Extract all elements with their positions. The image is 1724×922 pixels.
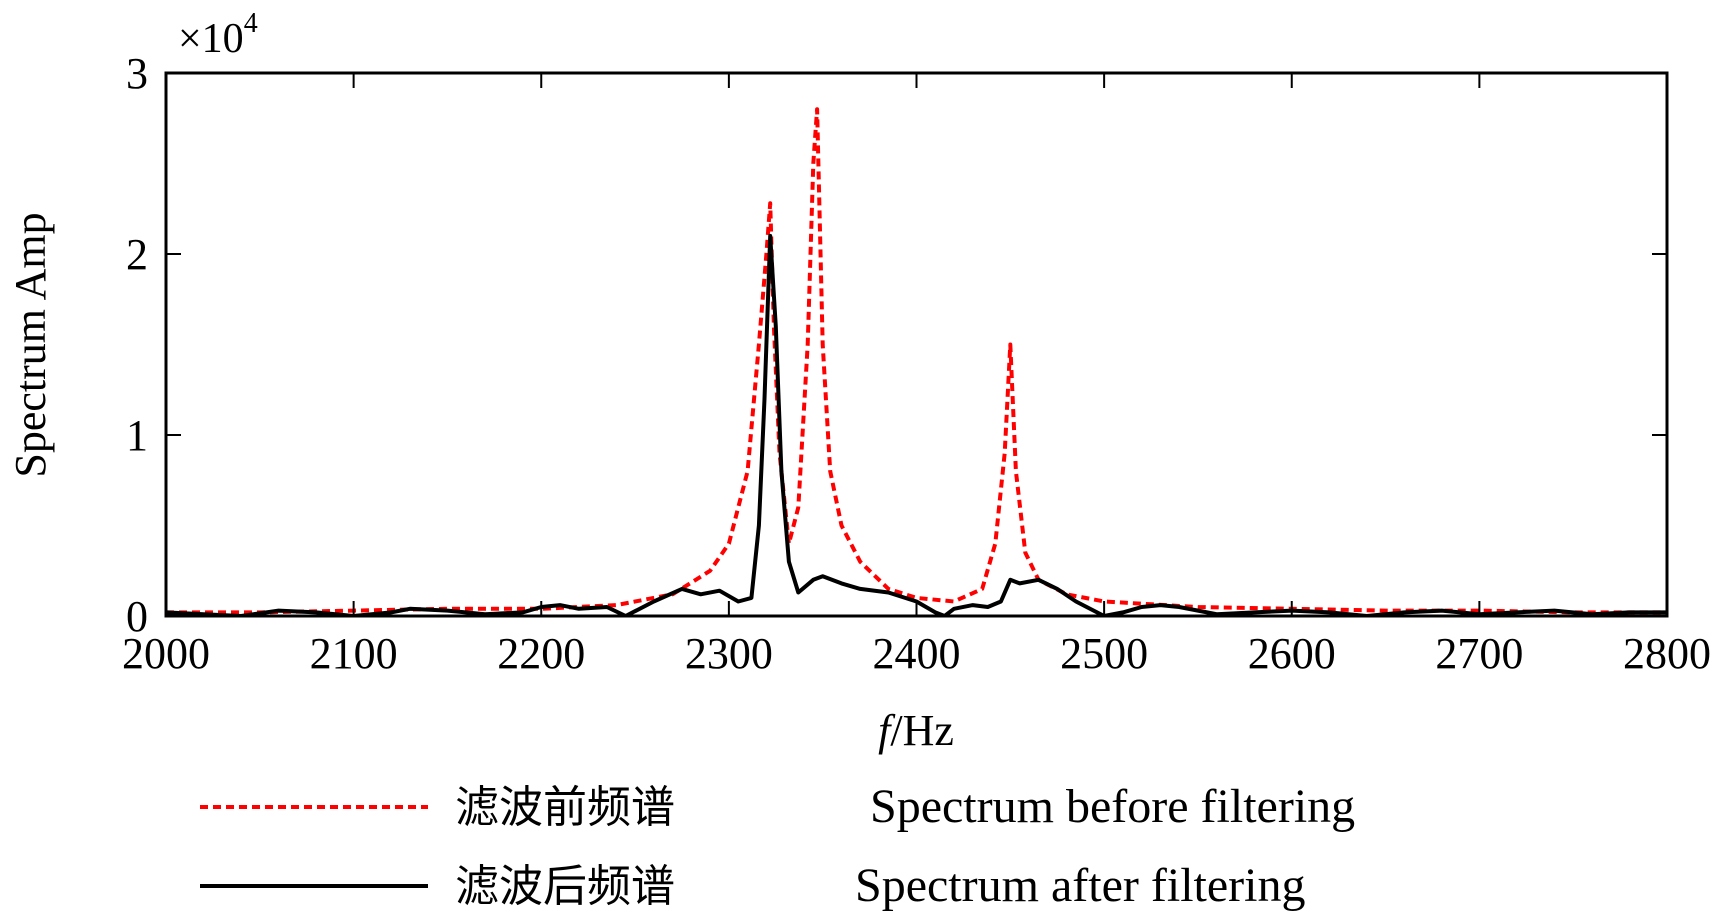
legend-label-1: Spectrum before filtering: [870, 780, 1355, 833]
y-tick-label: 2: [126, 230, 148, 279]
x-tick-label: 2200: [497, 629, 585, 678]
legend-label-cn-1: 滤波前频谱: [455, 783, 675, 832]
x-tick-label: 2600: [1248, 629, 1336, 678]
legend: 滤波前频谱 Spectrum before filtering 滤波后频谱 Spect…: [200, 780, 1355, 912]
series-layer: [166, 107, 1667, 616]
x-tick-label: 2700: [1435, 629, 1523, 678]
legend-label-cn-2: 滤波后频谱: [455, 862, 675, 911]
x-tick-label: 2000: [122, 629, 210, 678]
x-tick-label: 2500: [1060, 629, 1148, 678]
y-tick-label: 3: [126, 49, 148, 98]
plot-frame: [164, 71, 1669, 618]
y-tick-label: 1: [126, 411, 148, 460]
x-tick-label: 2800: [1623, 629, 1711, 678]
y-tick-label: 0: [126, 592, 148, 641]
y-axis-label: Spectrum Amp: [6, 212, 55, 477]
ticks-layer: 2000 2100 2200 2300 2400 2500 2600 2700 2800 0 1 2 3: [122, 49, 1711, 678]
x-tick-label: 2300: [685, 629, 773, 678]
legend-label-2: Spectrum after filtering: [855, 859, 1306, 912]
x-tick-label: 2400: [873, 629, 961, 678]
series-line-1: [166, 107, 1667, 615]
x-axis-label: f/Hz: [878, 706, 954, 755]
y-multiplier: ×104: [178, 8, 258, 62]
x-tick-label: 2100: [310, 629, 398, 678]
series-line-2: [166, 233, 1667, 616]
